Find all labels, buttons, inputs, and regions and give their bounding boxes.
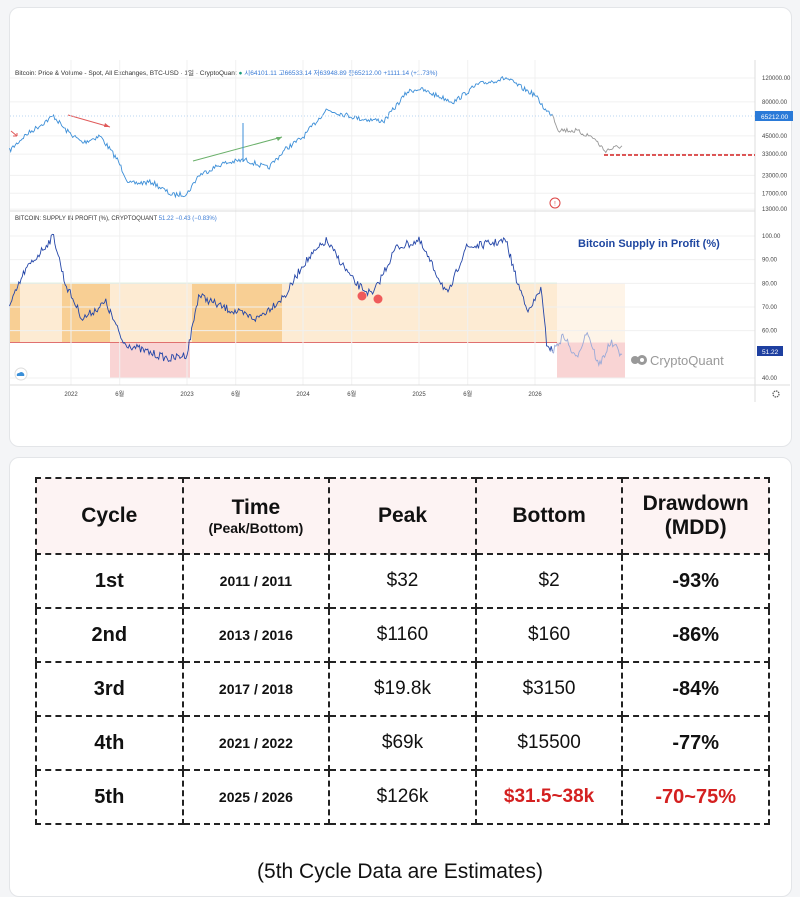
supply-tick-label: 60.00 [762,329,778,335]
price-line [9,76,553,199]
bottom-cell: $31.5~38k [474,769,624,825]
time-cell: 2011 / 2011 [181,553,331,609]
price-tick-label: 120000.00 [762,76,791,82]
x-tick-label: 2025 [412,392,426,398]
bottom-cell: $160 [474,607,624,663]
cycle-cell: 2nd [35,607,184,663]
supply-tick-label: 100.00 [762,234,781,240]
cycle-cell: 3rd [35,661,184,717]
estimate-bottom-band [557,342,625,379]
x-tick-label: 2026 [528,392,542,398]
time-cell: 2025 / 2026 [181,769,331,825]
supply-tick-label: 70.00 [762,305,778,311]
arrow-head-icon [104,123,110,127]
peak-cell: $69k [328,715,477,771]
drawdown-cell: -84% [621,661,770,717]
red-dot-marker [373,294,383,304]
x-tick-label: 2024 [296,392,310,398]
price-badge [755,111,793,121]
estimate-band [557,283,625,343]
price-tick-label: 13000.00 [762,207,788,213]
supply-line [9,233,553,363]
time-cell: 2017 / 2018 [181,661,331,717]
cycle-cell: 4th [35,715,184,771]
cryptoquant-logo-icon [631,355,647,365]
peak-cell: $1160 [328,607,477,663]
col-drawdown: Drawdown (MDD) [621,477,770,555]
arrow-head-icon [276,137,282,141]
cloud-icon [14,367,28,381]
drawdown-cell: -70~75% [621,769,770,825]
time-cell: 2021 / 2022 [181,715,331,771]
price-estimate-line [552,114,623,154]
price-badge-text: 65212.00 [761,114,788,121]
x-tick-label: 2022 [64,392,78,398]
col-peak: Peak [328,477,477,555]
overlay-label: Bitcoin Supply in Profit (%) [578,238,720,250]
x-tick-label: 6월 [231,390,240,398]
bottom-cell: $2 [474,553,624,609]
peak-cell: $19.8k [328,661,477,717]
red-trend-arrow [67,114,111,128]
red-arrow-icon [10,130,18,137]
col-time: Time (Peak/Bottom) [181,477,331,555]
supply-chart-title: BITCOIN: SUPPLY IN PROFIT (%), CRYPTOQUA… [15,216,217,222]
bottom-cell: $3150 [474,661,624,717]
cycle-cell: 5th [35,769,184,825]
table-row: 4th 2021 / 2022 $69k $15500 -77% [35,715,770,771]
event-marker-icon [549,197,561,209]
settings-gear-icon[interactable] [772,390,780,398]
table-row: 3rd 2017 / 2018 $19.8k $3150 -84% [35,661,770,717]
green-trend-arrow [192,136,283,162]
supply-estimate-line [552,331,623,367]
cycle-table: Cycle Time (Peak/Bottom) Peak Bottom Draw… [35,477,770,825]
supply-tick-label: 80.00 [762,281,778,287]
x-tick-label: 2023 [180,392,194,398]
price-tick-label: 17000.00 [762,191,788,197]
table-header-row: Cycle Time (Peak/Bottom) Peak Bottom Draw… [35,477,770,555]
supply-badge-text: 51.22 [762,349,779,356]
table-row: 5th 2025 / 2026 $126k $31.5~38k -70~75% [35,769,770,825]
supply-tick-label: 40.00 [762,376,778,382]
time-cell: 2013 / 2016 [181,607,331,663]
col-bottom: Bottom [474,477,624,555]
col-cycle: Cycle [35,477,184,555]
price-supply-chart[interactable]: 2022 6월 2023 6월 2024 6월 2025 6월 2026 120000.00 800… [0,0,800,450]
table-row: 1st 2011 / 2011 $32 $2 -93% [35,553,770,609]
bottom-cell: $15500 [474,715,624,771]
ohlc-readout: 시64101.11 고66533.14 저63948.89 종65212.00 … [244,70,438,77]
supply-badge [757,346,783,356]
bottom-band [110,342,190,379]
accumulation-band [62,283,110,343]
svg-text:!: ! [554,202,556,208]
price-tick-label: 45000.00 [762,134,788,140]
supply-tick-label: 90.00 [762,258,778,264]
drawdown-cell: -93% [621,553,770,609]
drawdown-cell: -77% [621,715,770,771]
watermark: CryptoQuant [650,353,724,368]
peak-cell: $32 [328,553,477,609]
accumulation-band [10,283,20,343]
price-tick-label: 23000.00 [762,173,788,179]
x-tick-label: 6월 [463,390,472,398]
price-tick-label: 80000.00 [762,100,788,106]
price-tick-label: 33000.00 [762,152,788,158]
x-tick-label: 6월 [115,390,124,398]
peak-cell: $126k [328,769,477,825]
cycle-cell: 1st [35,553,184,609]
red-dot-marker [357,291,367,301]
price-chart-title: Bitcoin: Price & Volume - Spot, All Exch… [15,70,438,77]
x-tick-label: 6월 [347,390,356,398]
table-row: 2nd 2013 / 2016 $1160 $160 -86% [35,607,770,663]
estimate-note: (5th Cycle Data are Estimates) [257,860,543,883]
drawdown-cell: -86% [621,607,770,663]
